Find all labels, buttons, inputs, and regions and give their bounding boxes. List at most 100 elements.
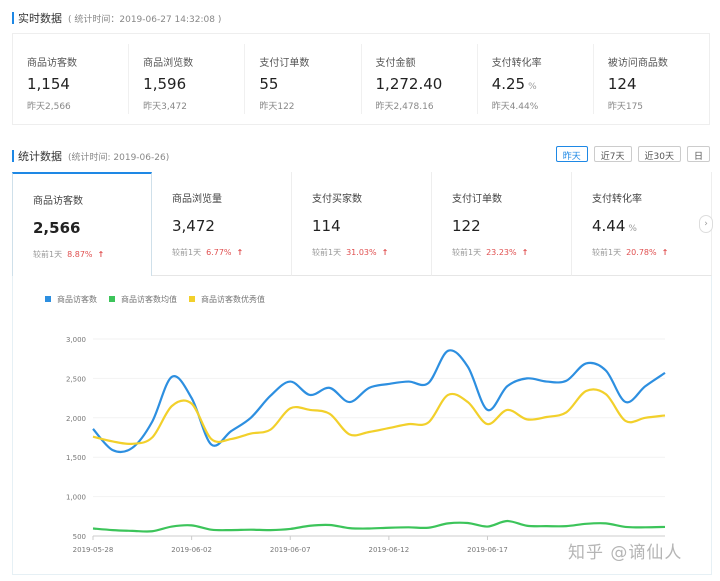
series-line [92,349,666,454]
compare-pct: 31.03% [346,248,377,257]
tab-compare: 较前1天 31.03% ↑ [312,247,431,258]
legend-label: 商品访客数均值 [121,295,177,304]
legend-item[interactable]: 商品访客数 [45,294,97,305]
legend-swatch [109,296,115,302]
tab-number: 2,566 [33,219,81,237]
metric-number: 55 [259,75,279,93]
metric-tab[interactable]: 支付订单数 122 较前1天 23.23% ↑ [432,172,572,276]
tab-value: 4.44% [592,217,711,235]
series-line [92,388,666,446]
tab-compare: 较前1天 8.87% ↑ [33,249,151,260]
tab-value: 122 [452,217,571,235]
metric-value: 4.25% [492,75,593,93]
metric-tab[interactable]: 商品浏览量 3,472 较前1天 6.77% ↑ [152,172,292,276]
compare-label: 较前1天 [33,250,63,259]
metric-yesterday: 昨天2,478.16 [375,102,434,112]
legend-swatch [189,296,195,302]
stats-title: 统计数据 [18,150,62,163]
metric-label: 支付订单数 [259,58,310,69]
realtime-metric: 商品浏览数 1,596 昨天3,472 [129,44,246,114]
range-button[interactable]: 近7天 [593,146,632,162]
series-line [92,519,666,533]
metric-label: 支付转化率 [491,58,542,69]
realtime-title: 实时数据 [18,12,62,25]
metric-number: 1,596 [143,75,187,93]
metric-value: 1,272.40 [376,75,477,93]
realtime-metric: 支付转化率 4.25% 昨天4.44% [478,44,594,114]
section-marker [12,12,14,24]
metric-label: 支付金额 [375,58,416,69]
metric-number: 1,154 [27,75,70,93]
metric-value: 1,154 [27,75,128,93]
compare-pct: 20.78% [626,248,657,257]
tab-label: 支付订单数 [452,194,502,205]
arrow-up-icon: ↑ [381,248,389,257]
metric-label: 商品浏览数 [143,58,194,69]
realtime-metric: 支付金额 1,272.40 昨天2,478.16 [362,44,478,114]
range-button[interactable]: 日 [686,146,710,162]
y-tick-label: 3,000 [66,336,86,344]
x-tick-label: 2019-06-12 [369,546,410,554]
y-tick-label: 2,500 [66,375,86,383]
y-tick-label: 500 [73,533,86,541]
arrow-up-icon: ↑ [97,250,105,259]
x-tick-label: 2019-06-17 [467,546,508,554]
realtime-metric: 被访问商品数 124 昨天175 [594,44,709,114]
metric-value: 1,596 [143,75,244,93]
metric-yesterday: 昨天122 [259,102,295,112]
arrow-up-icon: ↑ [521,248,529,257]
tab-label: 支付买家数 [312,194,362,205]
metric-yesterday: 昨天2,566 [27,102,71,112]
legend-swatch [45,296,51,302]
tab-number: 4.44 [592,217,626,235]
metric-yesterday: 昨天4.44% [491,102,539,112]
y-tick-label: 1,000 [66,494,86,502]
y-tick-label: 2,000 [66,415,86,423]
compare-label: 较前1天 [312,248,342,257]
stats-header: 统计数据 (统计时间: 2019-06-26) [12,148,169,164]
tab-label: 支付转化率 [592,194,642,205]
realtime-subtitle: ( 统计时间：2019-06-27 14:32:08 ) [68,15,222,25]
compare-label: 较前1天 [592,248,622,257]
tab-value: 2,566 [33,219,151,237]
compare-pct: 23.23% [486,248,517,257]
tab-compare: 较前1天 6.77% ↑ [172,247,291,258]
metric-tabs: 商品访客数 2,566 较前1天 8.87% ↑ 商品浏览量 3,472 较前1天 6.77% ↑… [12,172,712,276]
compare-label: 较前1天 [452,248,482,257]
compare-pct: 6.77% [206,248,232,257]
metric-number: 4.25 [491,75,526,93]
y-tick-label: 1,500 [66,454,86,462]
metric-value: 55 [259,75,360,93]
realtime-header: 实时数据 ( 统计时间：2019-06-27 14:32:08 ) [12,10,221,26]
compare-pct: 8.87% [67,250,93,259]
tab-compare: 较前1天 20.78% ↑ [592,247,711,258]
legend-item[interactable]: 商品访客数优秀值 [189,294,265,305]
range-button[interactable]: 近30天 [637,146,681,162]
tab-number: 3,472 [172,217,215,235]
tab-compare: 较前1天 23.23% ↑ [452,247,571,258]
arrow-up-icon: ↑ [661,248,669,257]
stats-subtitle: (统计时间: 2019-06-26) [68,153,170,163]
legend-label: 商品访客数优秀值 [201,295,265,304]
legend-item[interactable]: 商品访客数均值 [109,294,177,305]
tab-label: 商品访客数 [33,196,83,207]
metric-unit: % [528,82,537,92]
range-button[interactable]: 昨天 [555,146,588,162]
chart-legend: 商品访客数 商品访客数均值 商品访客数优秀值 [45,294,265,305]
x-tick-label: 2019-06-02 [171,546,212,554]
metric-tab[interactable]: 支付买家数 114 较前1天 31.03% ↑ [292,172,432,276]
realtime-metric: 支付订单数 55 昨天122 [245,44,362,114]
tab-number: 122 [452,217,481,235]
tab-value: 3,472 [172,217,291,235]
x-tick-label: 2019-05-28 [73,546,114,554]
metric-tab[interactable]: 支付转化率 4.44% 较前1天 20.78% ↑ [572,172,712,276]
arrow-up-icon: ↑ [236,248,244,257]
compare-label: 较前1天 [172,248,202,257]
metric-tab[interactable]: 商品访客数 2,566 较前1天 8.87% ↑ [12,172,152,276]
realtime-metric: 商品访客数 1,154 昨天2,566 [13,44,130,114]
metric-number: 1,272.40 [375,75,443,93]
metric-yesterday: 昨天175 [607,102,644,112]
x-tick-label: 2019-06-07 [270,546,311,554]
chevron-right-icon[interactable]: › [699,215,713,233]
metric-label: 被访问商品数 [607,58,668,69]
